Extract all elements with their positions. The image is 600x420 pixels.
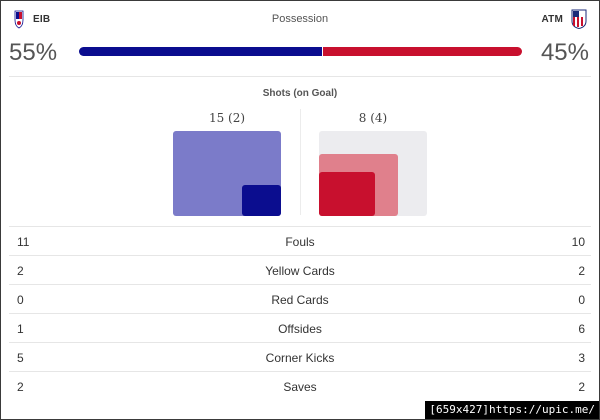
stat-name: Saves [283,380,317,394]
shots-title: Shots (on Goal) [262,88,338,99]
possession-title: Possession [271,13,329,25]
possession-bar-away [323,47,522,56]
possession-bar [79,47,522,56]
stat-away-value: 2 [578,264,585,278]
stat-row: 0 Red Cards 0 [9,285,591,314]
stat-home-value: 11 [17,235,30,249]
home-possession-percent: 55% [9,39,58,66]
home-shots-box [173,131,281,216]
stat-row: 5 Corner Kicks 3 [9,343,591,372]
stat-name: Offsides [278,322,322,336]
stat-name: Red Cards [271,293,329,307]
stat-home-value: 2 [17,380,24,394]
home-team[interactable]: EIB [13,9,50,29]
stat-away-value: 3 [578,351,585,365]
stat-name: Corner Kicks [265,351,335,365]
stats-table: 11 Fouls 10 2 Yellow Cards 2 0 Red Cards 0 1 Offsi… [9,227,591,401]
stat-row: 1 Offsides 6 [9,314,591,343]
away-team-abbr: ATM [541,13,563,25]
stat-home-value: 1 [17,322,24,336]
away-shots-box [319,131,427,216]
stat-away-value: 0 [578,293,585,307]
stat-home-value: 2 [17,264,24,278]
away-shots-label: 8 (4) [358,111,388,125]
possession-bar-home [79,47,323,56]
stat-away-value: 6 [578,322,585,336]
stat-row: 11 Fouls 10 [9,227,591,256]
stat-away-value: 10 [571,235,585,249]
shots-separator [300,109,301,215]
away-shots-on-goal [319,172,375,216]
home-shots-on-goal [241,184,281,216]
stat-row: 2 Yellow Cards 2 [9,256,591,285]
watermark: [659x427]https://upic.me/ [425,401,599,419]
stat-home-value: 5 [17,351,24,365]
away-possession-percent: 45% [540,39,589,66]
divider [9,76,591,77]
divider [9,226,591,227]
home-shots-label: 15 (2) [208,111,246,125]
stat-row: 2 Saves 2 [9,372,591,401]
eibar-crest-icon [14,10,24,29]
stat-name: Fouls [285,235,315,249]
stat-home-value: 0 [17,293,24,307]
stat-away-value: 2 [578,380,585,394]
away-team[interactable]: ATM [541,9,587,29]
stat-name: Yellow Cards [265,264,335,278]
home-team-abbr: EIB [33,13,51,25]
atletico-crest-icon [571,9,587,29]
